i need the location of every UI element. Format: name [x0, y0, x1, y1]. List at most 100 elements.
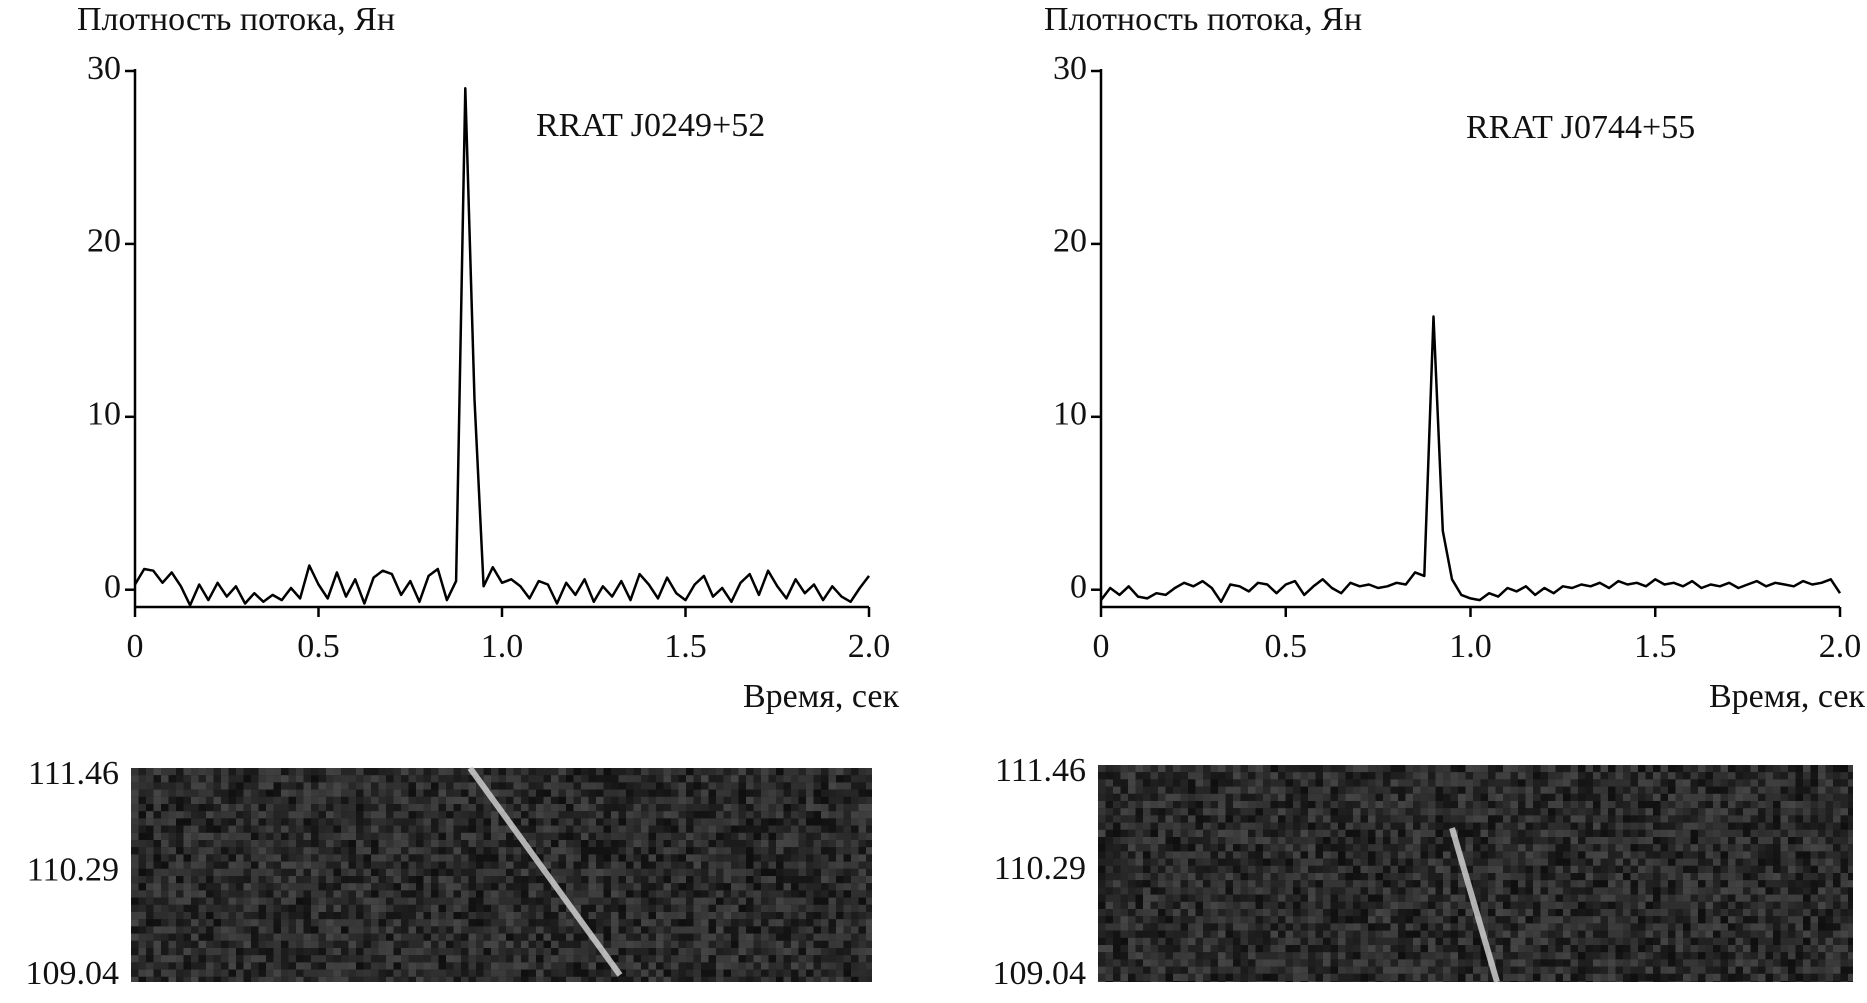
noise-pixel [1720, 880, 1728, 888]
noise-pixel [1330, 851, 1338, 859]
noise-pixel [1668, 880, 1676, 888]
noise-pixel [213, 768, 221, 776]
noise-pixel [738, 897, 746, 905]
noise-pixel [1398, 786, 1406, 794]
noise-pixel [1218, 837, 1226, 845]
noise-pixel [1128, 822, 1136, 830]
noise-pixel [326, 955, 334, 963]
noise-pixel [693, 832, 701, 840]
noise-pixel [1563, 808, 1571, 816]
noise-pixel [573, 818, 581, 826]
noise-pixel [393, 912, 401, 920]
noise-pixel [1450, 901, 1458, 909]
noise-pixel [1495, 844, 1503, 852]
noise-pixel [1308, 873, 1316, 881]
noise-pixel [678, 919, 686, 927]
noise-pixel [236, 940, 244, 948]
noise-pixel [611, 926, 619, 934]
noise-pixel [1563, 837, 1571, 845]
noise-pixel [1158, 894, 1166, 902]
noise-pixel [483, 919, 491, 927]
noise-pixel [746, 969, 754, 977]
noise-pixel [1390, 894, 1398, 902]
noise-pixel [588, 883, 596, 891]
noise-pixel [146, 789, 154, 797]
noise-pixel [1510, 887, 1518, 895]
noise-pixel [858, 768, 866, 776]
noise-pixel [813, 825, 821, 833]
noise-pixel [1578, 779, 1586, 787]
noise-pixel [1293, 815, 1301, 823]
noise-pixel [1225, 873, 1233, 881]
noise-pixel [296, 825, 304, 833]
noise-pixel [716, 782, 724, 790]
noise-pixel [243, 912, 251, 920]
noise-pixel [543, 969, 551, 977]
noise-pixel [828, 804, 836, 812]
noise-pixel [176, 789, 184, 797]
noise-pixel [641, 832, 649, 840]
noise-pixel [1570, 851, 1578, 859]
noise-pixel [783, 840, 791, 848]
noise-pixel [851, 768, 859, 776]
noise-pixel [153, 782, 161, 790]
noise-pixel [461, 804, 469, 812]
noise-pixel [1128, 837, 1136, 845]
noise-pixel [1533, 851, 1541, 859]
noise-pixel [453, 969, 461, 977]
noise-pixel [1698, 865, 1706, 873]
noise-pixel [783, 904, 791, 912]
noise-pixel [386, 811, 394, 819]
noise-pixel [1150, 887, 1158, 895]
noise-pixel [731, 818, 739, 826]
noise-pixel [1270, 765, 1278, 773]
noise-pixel [1135, 779, 1143, 787]
noise-pixel [161, 890, 169, 898]
noise-pixel [431, 811, 439, 819]
noise-pixel [573, 976, 581, 982]
noise-pixel [1683, 851, 1691, 859]
noise-pixel [1683, 801, 1691, 809]
noise-pixel [618, 796, 626, 804]
noise-pixel [273, 782, 281, 790]
noise-pixel [288, 775, 296, 783]
noise-pixel [1585, 772, 1593, 780]
noise-pixel [791, 883, 799, 891]
noise-pixel [356, 890, 364, 898]
noise-pixel [168, 818, 176, 826]
noise-pixel [1248, 822, 1256, 830]
noise-pixel [386, 876, 394, 884]
noise-pixel [1158, 815, 1166, 823]
noise-pixel [198, 854, 206, 862]
noise-pixel [131, 811, 139, 819]
noise-pixel [1795, 873, 1803, 881]
noise-pixel [1675, 844, 1683, 852]
noise-pixel [1465, 779, 1473, 787]
noise-pixel [1563, 779, 1571, 787]
noise-pixel [183, 904, 191, 912]
noise-pixel [1578, 829, 1586, 837]
noise-pixel [671, 955, 679, 963]
noise-pixel [626, 876, 634, 884]
noise-pixel [1720, 829, 1728, 837]
noise-pixel [1548, 765, 1556, 773]
noise-pixel [1240, 858, 1248, 866]
noise-pixel [1233, 901, 1241, 909]
noise-pixel [528, 969, 536, 977]
noise-pixel [1330, 793, 1338, 801]
noise-pixel [1390, 837, 1398, 845]
noise-pixel [356, 912, 364, 920]
noise-pixel [1390, 865, 1398, 873]
noise-pixel [738, 861, 746, 869]
noise-pixel [341, 782, 349, 790]
noise-pixel [866, 825, 872, 833]
noise-pixel [1443, 772, 1451, 780]
noise-pixel [176, 962, 184, 970]
noise-pixel [851, 789, 859, 797]
noise-pixel [371, 919, 379, 927]
noise-pixel [783, 926, 791, 934]
noise-pixel [1210, 894, 1218, 902]
noise-pixel [1218, 901, 1226, 909]
noise-pixel [476, 796, 484, 804]
noise-pixel [416, 883, 424, 891]
